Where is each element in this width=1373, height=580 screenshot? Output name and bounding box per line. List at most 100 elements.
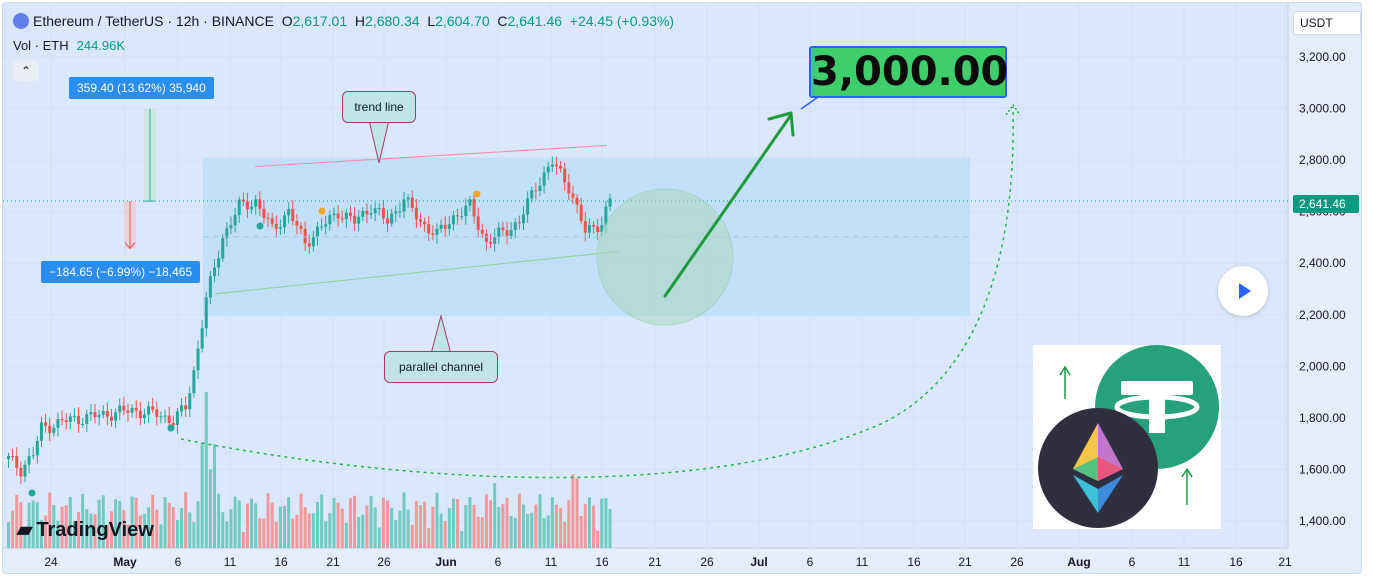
volume-bar <box>245 503 249 548</box>
signal-dot <box>473 190 481 198</box>
candle-body <box>509 229 513 236</box>
breakout-arrow <box>663 113 793 298</box>
candle-body <box>52 427 56 433</box>
x-tick-label: 21 <box>958 555 972 569</box>
candle-body <box>530 190 534 199</box>
x-tick-label: 11 <box>224 555 237 569</box>
callout-tail <box>430 314 452 355</box>
candle-body <box>357 216 361 224</box>
volume-bar <box>7 522 10 548</box>
symbol-title[interactable]: Ethereum / TetherUS · 12h · BINANCE <box>33 13 274 29</box>
volume-bar <box>171 507 175 548</box>
candle-body <box>550 164 554 167</box>
volume-bar <box>188 512 192 548</box>
y-tick-label: 1,600.00 <box>1299 462 1346 476</box>
x-tick-label: Jun <box>435 555 456 569</box>
volume-bar <box>155 509 159 548</box>
candle-body <box>262 208 266 218</box>
candle-body <box>464 205 468 217</box>
candle-body <box>155 409 159 417</box>
x-tick-label: 11 <box>545 555 558 569</box>
tradingview-watermark: ▰ TradingView <box>17 517 154 542</box>
candle-body <box>435 228 439 235</box>
volume-bar <box>167 502 171 548</box>
high-label: H <box>354 13 366 29</box>
y-tick-label: 3,000.00 <box>1299 102 1346 116</box>
volume-bar <box>159 524 163 548</box>
candle-body <box>423 221 427 225</box>
candle-body <box>534 190 538 192</box>
candle-body <box>138 410 142 419</box>
last-price-tag: 2,641.46 <box>1293 195 1359 213</box>
volume-bar <box>97 499 101 548</box>
x-tick-label: 24 <box>44 555 58 569</box>
candle-body <box>295 221 299 226</box>
volume-bar <box>451 498 455 548</box>
candle-body <box>344 212 348 220</box>
volume-bar <box>583 503 587 548</box>
low-label: L <box>427 13 436 29</box>
currency-selector[interactable]: USDT <box>1293 11 1361 35</box>
volume-bar <box>283 505 287 548</box>
volume-bar <box>596 530 600 548</box>
candle-body <box>167 415 171 423</box>
volume-bar <box>476 516 480 548</box>
collapse-legend-button[interactable]: ⌃ <box>13 61 39 81</box>
volume-legend: Vol · ETH 244.96K <box>13 38 125 53</box>
target-price-label[interactable]: 3,000.00 <box>809 46 1008 98</box>
volume-bar <box>563 521 567 548</box>
volume-bar <box>229 509 233 548</box>
cup-curve-arrowhead <box>1005 103 1021 116</box>
x-tick-label: 21 <box>648 555 662 569</box>
volume-bar <box>192 522 196 548</box>
candle-body <box>526 198 530 215</box>
chart-frame[interactable]: 3,200.003,000.002,800.002,600.002,400.00… <box>2 2 1362 574</box>
play-icon[interactable] <box>1218 266 1268 316</box>
candle-body <box>274 223 278 229</box>
candle-body <box>320 226 324 228</box>
candle-body <box>583 220 587 233</box>
volume-bar <box>52 505 56 548</box>
parallel-channel-callout[interactable]: parallel channel <box>384 351 498 383</box>
candle-body <box>233 215 237 226</box>
volume-bar <box>579 515 583 548</box>
y-tick-label: 2,000.00 <box>1299 359 1346 373</box>
volume-bar <box>250 498 254 548</box>
volume-bar <box>11 510 15 548</box>
candle-body <box>377 208 381 210</box>
candle-body <box>414 207 418 220</box>
candle-body <box>101 410 105 415</box>
candle-body <box>254 199 258 207</box>
volume-bar <box>316 502 319 548</box>
candle-body <box>266 217 270 219</box>
time-axis <box>3 548 1361 573</box>
candle-body <box>192 370 196 394</box>
trend-line-callout[interactable]: trend line <box>342 91 416 123</box>
candle-body <box>237 199 241 216</box>
candle-body <box>126 410 130 413</box>
volume-bar <box>344 522 348 548</box>
candle-body <box>19 467 23 477</box>
chart-canvas[interactable]: 3,200.003,000.002,800.002,600.002,400.00… <box>3 3 1362 574</box>
candle-body <box>200 328 204 349</box>
ethereum-logo-icon <box>13 13 29 29</box>
volume-bar <box>398 510 402 548</box>
volume-bar <box>369 495 373 548</box>
volume-bar <box>114 499 118 548</box>
volume-bar <box>31 500 35 548</box>
x-tick-label: 6 <box>1129 555 1136 569</box>
volume-bar <box>381 497 385 548</box>
candle-body <box>56 419 60 428</box>
volume-bar <box>151 494 155 548</box>
candle-body <box>270 218 274 224</box>
candle-body <box>517 222 521 224</box>
candle-body <box>291 209 295 222</box>
signal-dot <box>256 222 264 230</box>
volume-bar <box>295 514 299 548</box>
candle-body <box>505 230 509 236</box>
candle-body <box>571 193 575 198</box>
close-value: 2,641.46 <box>507 13 563 29</box>
volume-bar <box>138 515 142 548</box>
candle-body <box>184 405 188 410</box>
candle-body <box>180 405 184 412</box>
